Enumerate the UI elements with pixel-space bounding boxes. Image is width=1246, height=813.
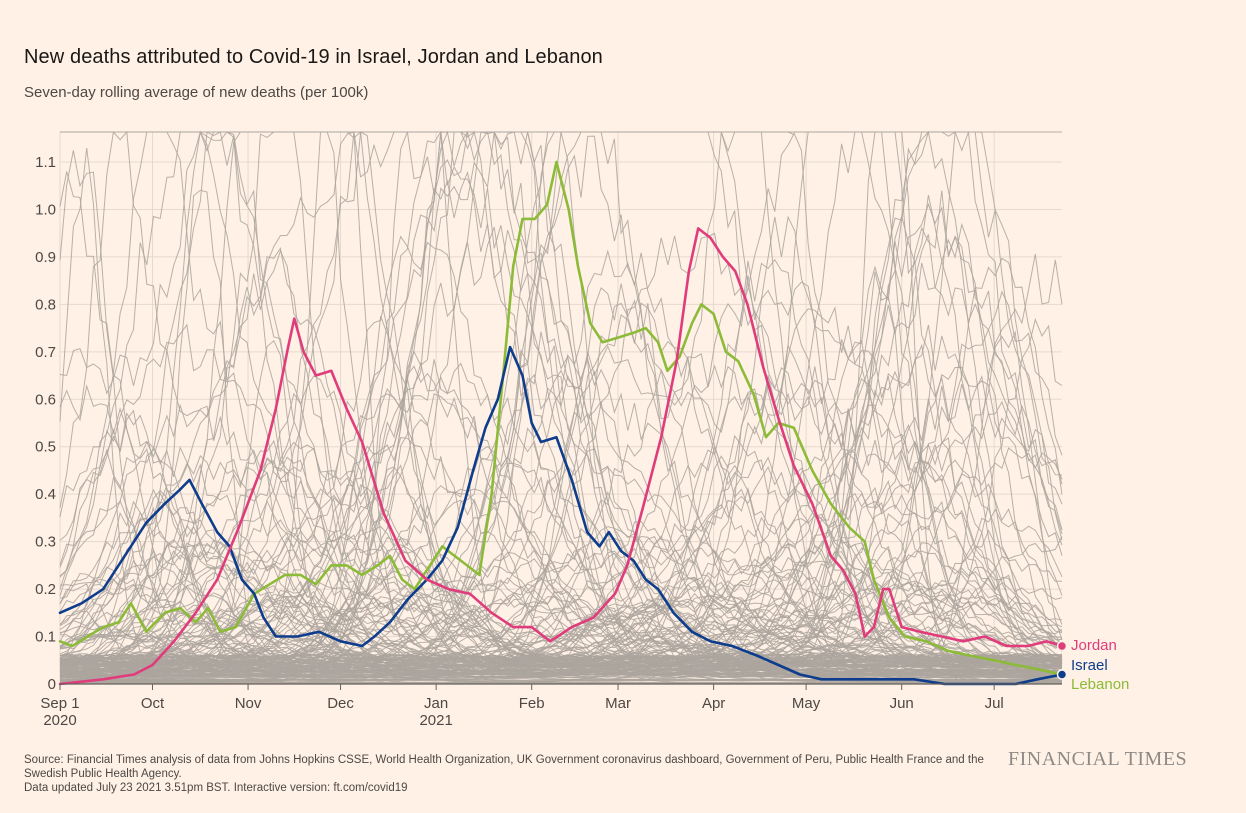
series-line-jordan <box>58 227 1064 686</box>
background-country-line <box>60 369 1062 684</box>
x-tick-label: Nov <box>235 695 262 712</box>
background-country-line <box>59 130 1063 678</box>
chart-footer: Source: Financial Times analysis of data… <box>24 753 1014 795</box>
background-country-line <box>60 633 1063 676</box>
y-tick-label: 0.8 <box>35 296 56 313</box>
x-tick-year-label: 2020 <box>43 712 76 729</box>
series-labels: Jordan Israel Lebanon <box>1071 637 1129 693</box>
background-country-line <box>59 194 1063 677</box>
x-tick-label: Dec <box>327 695 354 712</box>
background-country-line <box>59 344 1063 683</box>
y-tick-label: 0.1 <box>35 629 56 646</box>
x-tick-label: Mar <box>605 695 631 712</box>
series-endpoint-israel <box>1056 669 1068 680</box>
background-country-line <box>59 537 1063 662</box>
x-tick-label: Jan <box>424 695 448 712</box>
background-country-line <box>59 491 1063 674</box>
x-tick-year-label: 2021 <box>419 712 452 729</box>
chart-subtitle: Seven-day rolling average of new deaths … <box>24 84 369 101</box>
series-label-jordan: Jordan <box>1071 637 1117 654</box>
background-country-line <box>59 130 1062 669</box>
background-country-line <box>59 343 1063 676</box>
y-tick-label: 0.5 <box>35 439 56 456</box>
background-country-line <box>59 644 1063 679</box>
y-tick-label: 1.1 <box>35 154 56 171</box>
x-tick-label: Jun <box>890 695 914 712</box>
background-country-line <box>59 596 1063 662</box>
background-country-line <box>59 595 1063 672</box>
y-tick-label: 0.9 <box>35 249 56 266</box>
series-endpoint-jordan <box>1056 640 1068 652</box>
background-country-line <box>59 625 1063 667</box>
publisher-brand: FINANCIAL TIMES <box>1008 748 1188 770</box>
highlighted-series <box>58 160 1068 686</box>
x-tick-label: Sep 1 <box>40 695 79 712</box>
x-tick-label: May <box>792 695 821 712</box>
y-tick-label: 0.2 <box>35 581 56 598</box>
y-tick-label: 0.7 <box>35 344 56 361</box>
source-note: Source: Financial Times analysis of data… <box>24 754 984 780</box>
background-country-line <box>59 453 1063 673</box>
series-label-lebanon: Lebanon <box>1071 676 1129 693</box>
background-country-line <box>60 596 1063 661</box>
series-label-israel: Israel <box>1071 657 1108 674</box>
y-tick-label: 0.3 <box>35 534 56 551</box>
background-country-line <box>59 630 1063 662</box>
background-country-line <box>59 131 1063 663</box>
y-tick-label: 0.6 <box>35 391 56 408</box>
background-country-line <box>59 262 1063 672</box>
y-tick-label: 1.0 <box>35 201 56 218</box>
x-tick-label: Feb <box>519 695 545 712</box>
chart-title: New deaths attributed to Covid-19 in Isr… <box>24 46 603 68</box>
series-line-lebanon <box>58 160 1064 676</box>
x-tick-label: Oct <box>141 695 165 712</box>
updated-note: Data updated July 23 2021 3.51pm BST. In… <box>24 782 408 794</box>
x-tick-label: Jul <box>985 695 1004 712</box>
background-country-line <box>59 542 1063 651</box>
background-country-lines <box>59 130 1063 685</box>
background-country-line <box>59 298 1063 681</box>
line-chart: Jordan Israel Lebanon 0 0.1 0.2 0.3 0.4 0.5 0.6 0… <box>35 130 1129 729</box>
background-country-line <box>59 621 1063 666</box>
background-country-line <box>59 170 1063 666</box>
background-country-line <box>59 585 1063 676</box>
background-country-line <box>59 131 1063 664</box>
background-country-line <box>59 382 1063 682</box>
y-tick-label: 0.4 <box>35 486 56 503</box>
series-line-israel <box>58 345 1064 686</box>
x-tick-label: Apr <box>702 695 725 712</box>
y-tick-label: 0 <box>48 676 56 693</box>
background-country-line <box>59 643 1063 679</box>
background-country-line <box>60 131 1063 669</box>
